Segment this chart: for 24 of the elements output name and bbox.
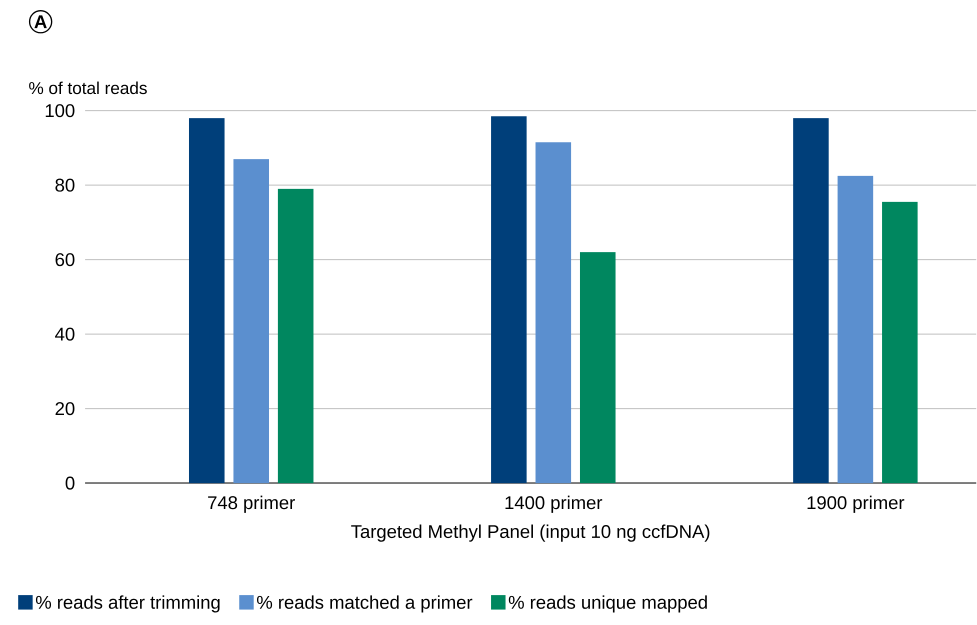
bar: [536, 142, 572, 483]
y-tick-label: 60: [56, 252, 74, 266]
y-tick-label: 80: [55, 178, 74, 192]
legend-label: % reads matched a primer: [257, 595, 472, 612]
bar: [491, 116, 527, 483]
x-tick-label: 1400 primer: [506, 495, 602, 513]
bar: [882, 202, 918, 483]
bar: [838, 176, 874, 483]
legend-label: % reads unique mapped: [508, 595, 707, 612]
y-axis-title: % of total reads: [29, 81, 147, 94]
x-axis-title: Targeted Methyl Panel (input 10 ng ccfDNA): [351, 524, 710, 542]
x-tick-label: 1900 primer: [808, 495, 904, 513]
bar: [580, 252, 616, 483]
y-tick-label: 20: [56, 402, 74, 415]
bar: [793, 118, 829, 483]
bar: [278, 188, 314, 483]
bar: [233, 158, 270, 483]
y-tick-label: 100: [46, 104, 74, 118]
text: A: [34, 15, 47, 28]
y-tick-label: 0: [66, 476, 74, 490]
bar: [188, 118, 225, 483]
y-tick-label: 40: [55, 327, 74, 340]
x-tick-label: 748 primer: [208, 495, 295, 513]
legend-label: % reads after trimming: [36, 595, 220, 612]
